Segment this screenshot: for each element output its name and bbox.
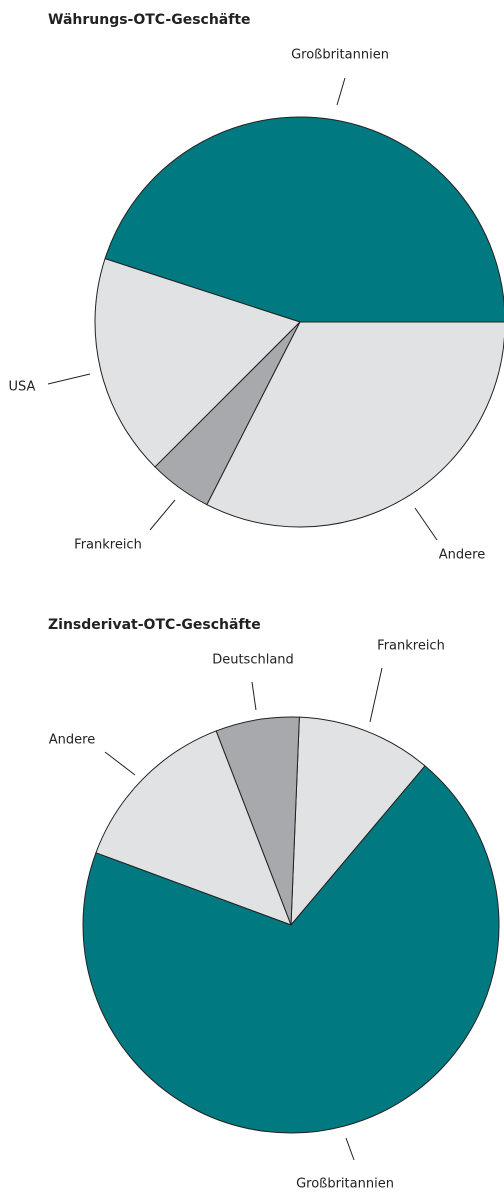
leader-line — [336, 77, 346, 106]
leader-line — [414, 507, 438, 541]
chart-title: Zinsderivat-OTC-Geschäfte — [48, 617, 261, 633]
chart-title: Währungs-OTC-Geschäfte — [48, 12, 251, 28]
pie-slice — [104, 116, 504, 323]
pie-slice — [94, 258, 301, 468]
slice-label: Andere — [49, 733, 95, 748]
slice-label: Andere — [439, 548, 485, 563]
slice-label: USA — [9, 380, 36, 395]
pie-slice — [82, 765, 500, 1134]
slice-label: Frankreich — [74, 538, 142, 553]
slice-label: Großbritannien — [296, 1177, 394, 1192]
leader-line — [149, 499, 176, 531]
pie-slice — [206, 321, 504, 528]
slice-label: Frankreich — [377, 639, 445, 654]
slice-label: Großbritannien — [291, 48, 389, 63]
pie-slice — [95, 730, 292, 926]
leader-line — [369, 667, 383, 723]
pie-slice — [290, 716, 426, 927]
leader-line — [251, 681, 257, 711]
leader-line — [104, 751, 136, 776]
leader-line — [47, 373, 91, 385]
slice-label: Deutschland — [212, 653, 294, 668]
leader-line — [345, 1137, 355, 1161]
